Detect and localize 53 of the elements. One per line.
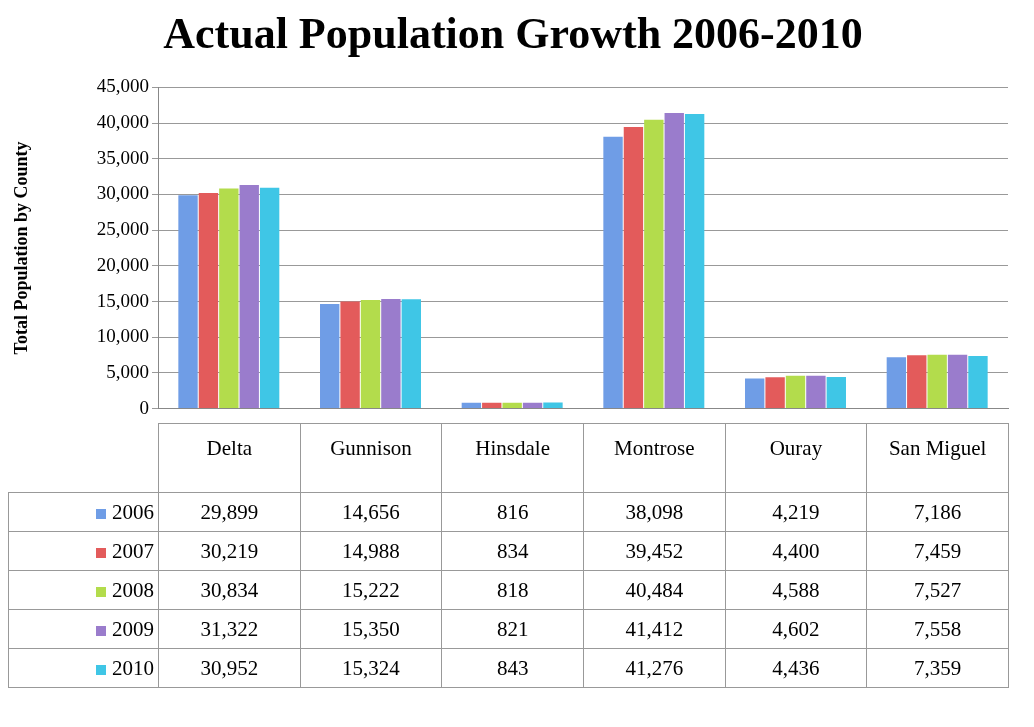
y-tick-label: 0 [139, 396, 149, 418]
data-label: 15,222 [300, 570, 442, 610]
y-tick-label: 15,000 [96, 289, 149, 311]
data-label: 843 [441, 648, 584, 688]
x-tick-label: Montrose [583, 423, 726, 493]
data-label: 14,656 [300, 492, 442, 532]
data-label: 818 [441, 570, 584, 610]
x-tick-label: Delta [158, 423, 301, 493]
data-label: 7,558 [866, 609, 1009, 649]
data-label: 29,899 [158, 492, 301, 532]
x-tick-label: Hinsdale [441, 423, 584, 493]
data-label: 14,988 [300, 531, 442, 571]
y-tick-label: 20,000 [96, 253, 149, 275]
data-label: 7,359 [866, 648, 1009, 688]
legend-label: 2008 [112, 577, 154, 602]
data-label: 834 [441, 531, 584, 571]
data-label: 15,350 [300, 609, 442, 649]
data-label: 4,602 [725, 609, 867, 649]
x-tick-label: Gunnison [300, 423, 442, 493]
data-label: 15,324 [300, 648, 442, 688]
y-tick-label: 40,000 [96, 111, 149, 133]
x-tick-label: San Miguel [866, 423, 1009, 493]
data-label: 4,219 [725, 492, 867, 532]
y-axis-title: Total Population by County [11, 141, 32, 355]
data-label: 4,588 [725, 570, 867, 610]
y-tick-label: 35,000 [96, 146, 149, 168]
data-label: 821 [441, 609, 584, 649]
data-label: 31,322 [158, 609, 301, 649]
data-label: 4,436 [725, 648, 867, 688]
data-label: 7,527 [866, 570, 1009, 610]
y-tick-label: 45,000 [96, 75, 149, 97]
data-label: 41,276 [583, 648, 726, 688]
legend-label: 2007 [112, 538, 154, 563]
data-label: 30,834 [158, 570, 301, 610]
legend-label: 2009 [112, 616, 154, 641]
x-tick-label: Ouray [725, 423, 867, 493]
legend-label: 2006 [112, 499, 154, 524]
data-label: 30,952 [158, 648, 301, 688]
data-label: 4,400 [725, 531, 867, 571]
y-tick-label: 5,000 [106, 360, 149, 382]
data-label: 7,186 [866, 492, 1009, 532]
data-label: 40,484 [583, 570, 726, 610]
data-label: 38,098 [583, 492, 726, 532]
y-tick-label: 10,000 [96, 325, 149, 347]
legend-label: 2010 [112, 655, 154, 680]
data-label: 816 [441, 492, 584, 532]
y-tick-label: 30,000 [96, 182, 149, 204]
data-label: 30,219 [158, 531, 301, 571]
data-label: 39,452 [583, 531, 726, 571]
y-tick-label: 25,000 [96, 218, 149, 240]
data-label: 41,412 [583, 609, 726, 649]
data-label: 7,459 [866, 531, 1009, 571]
chart-title: Actual Population Growth 2006-2010 [162, 8, 864, 59]
